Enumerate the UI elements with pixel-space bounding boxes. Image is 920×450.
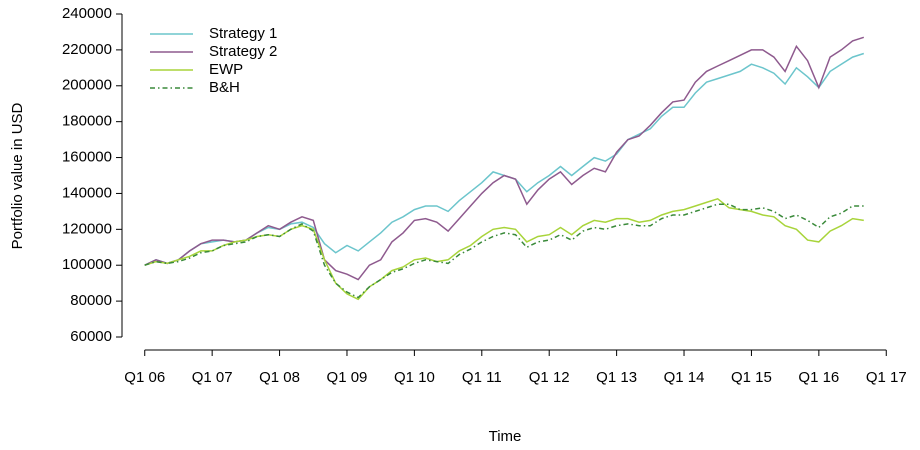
x-tick-label: Q1 13 [596,369,637,386]
y-tick-label: 220000 [62,41,112,58]
y-tick-label: 100000 [62,256,112,273]
x-tick-label: Q1 08 [259,369,300,386]
y-tick-label: 140000 [62,184,112,201]
legend-label: B&H [209,79,240,96]
x-axis-label: Time [489,428,522,445]
y-tick-label: 160000 [62,149,112,166]
x-tick-label: Q1 07 [192,369,233,386]
y-tick-label: 120000 [62,220,112,237]
y-tick-label: 60000 [70,328,112,345]
series-line [144,36,865,281]
x-tick-label: Q1 17 [866,369,907,386]
x-tick-label: Q1 09 [327,369,368,386]
legend-label: Strategy 2 [209,43,277,60]
series-line [144,197,864,301]
y-axis-label: Portfolio value in USD [9,102,26,249]
y-tick-label: 240000 [62,5,112,22]
legend-label: Strategy 1 [209,25,277,42]
x-tick-label: Q1 10 [394,369,435,386]
y-tick-label: 80000 [70,292,112,309]
legend-label: EWP [209,61,243,78]
y-tick-label: 180000 [62,113,112,130]
x-tick-label: Q1 11 [462,369,502,386]
y-tick-label: 200000 [62,77,112,94]
x-tick-label: Q1 06 [124,369,165,386]
x-tick-label: Q1 16 [798,369,839,386]
x-tick-label: Q1 12 [529,369,570,386]
series-line [144,203,864,299]
x-tick-label: Q1 15 [731,369,772,386]
x-tick-label: Q1 14 [664,369,705,386]
